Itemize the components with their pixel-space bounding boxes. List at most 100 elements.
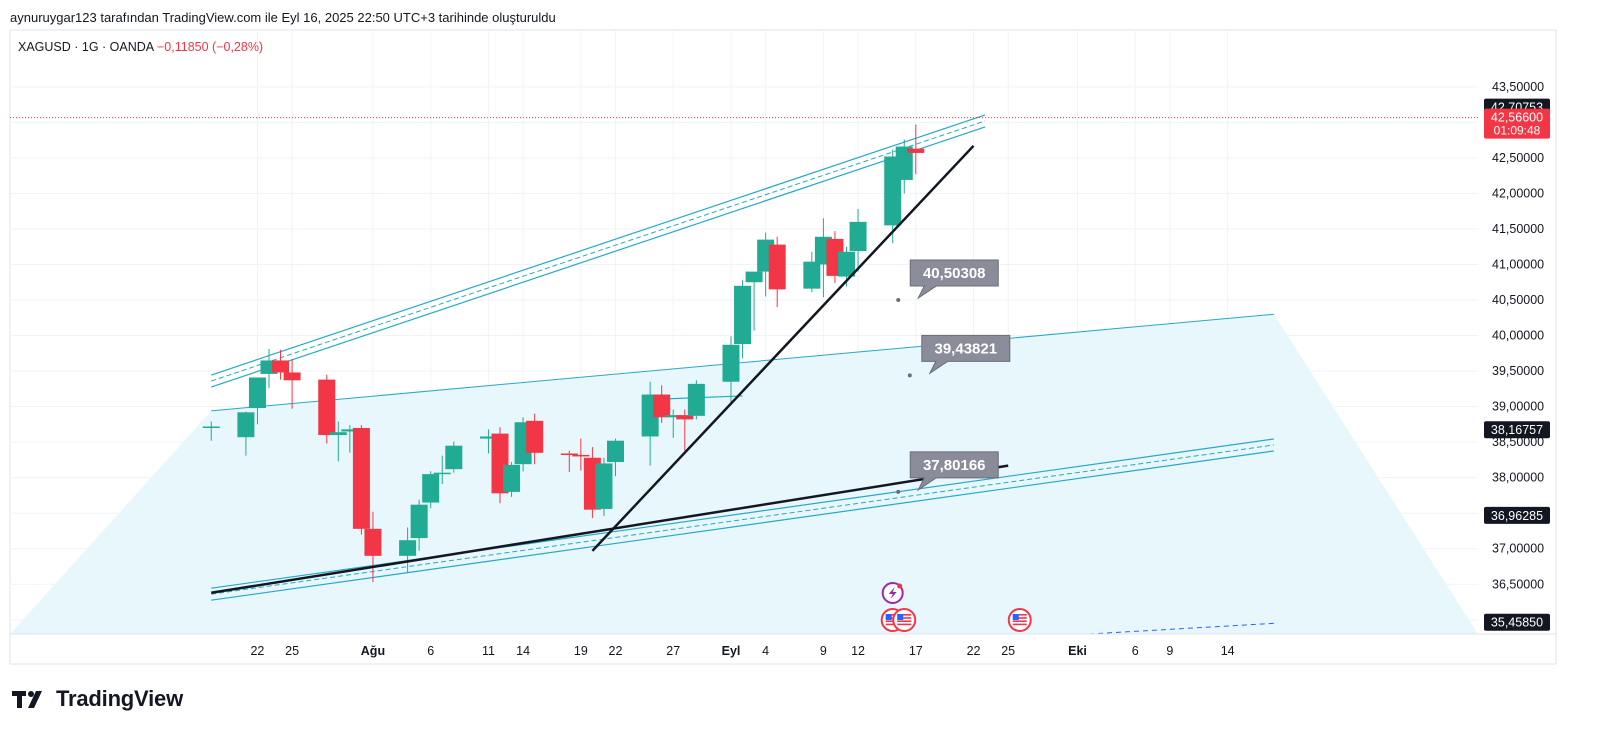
footer-logo[interactable]: TradingView	[12, 686, 183, 712]
candle[interactable]	[248, 377, 266, 425]
callout-bubble	[909, 451, 999, 492]
callout-anchor	[896, 298, 901, 303]
flag-stripe	[897, 623, 912, 626]
flag-stripe	[897, 617, 912, 619]
candle[interactable]	[687, 380, 705, 420]
candle[interactable]	[734, 280, 752, 359]
candle-body	[283, 372, 301, 381]
price-tag-countdown: 01:09:48	[1494, 124, 1541, 138]
candles[interactable]	[202, 124, 925, 583]
x-tick-label: Eyl	[722, 644, 741, 658]
candle-body	[664, 415, 682, 418]
candle-body	[479, 436, 497, 439]
candle[interactable]	[607, 438, 624, 477]
y-tick-label: 41,50000	[1492, 222, 1544, 236]
candle[interactable]	[849, 209, 867, 272]
candle[interactable]	[272, 349, 290, 380]
us-flag-icon[interactable]	[892, 608, 917, 632]
candle-body	[722, 344, 740, 382]
candle[interactable]	[745, 271, 763, 331]
candle[interactable]	[768, 236, 786, 308]
candle[interactable]	[364, 511, 382, 583]
candle[interactable]	[237, 411, 255, 456]
callout-label: 39,43821	[935, 340, 998, 357]
candle[interactable]	[560, 450, 578, 472]
price-tag[interactable]: 36,96285	[1484, 506, 1550, 524]
candle[interactable]	[433, 455, 451, 485]
y-tick-label: 43,50000	[1492, 80, 1544, 94]
callout-bubble	[921, 334, 1011, 375]
upper-channel-middle	[211, 120, 986, 382]
y-axis[interactable]: 36,0000036,5000037,0000037,5000038,00000…	[1484, 80, 1550, 631]
lightning-icon[interactable]	[881, 582, 904, 604]
candle-body	[318, 379, 336, 436]
price-tag[interactable]: 38,16757	[1484, 421, 1550, 439]
candle-body	[503, 464, 521, 492]
candle-body	[202, 426, 220, 429]
candle[interactable]	[895, 139, 913, 194]
candle-body	[595, 463, 613, 509]
candle[interactable]	[664, 409, 682, 438]
flag-stripe	[1012, 620, 1027, 622]
x-axis[interactable]: 22 25 Ağu 6 11 14 19 22 27 Eyl 4 9 12 17 22 25 Eki 6 9 14	[250, 644, 1234, 658]
symbol-label: XAGUSD · 1G · OANDA	[18, 40, 155, 54]
candle[interactable]	[479, 429, 497, 454]
callout-bubble	[909, 259, 999, 300]
candle[interactable]	[722, 336, 740, 404]
price-tag-label: 36,96285	[1491, 509, 1543, 523]
price-tag[interactable]: 35,45850	[1484, 613, 1550, 631]
y-tick-label: 39,00000	[1492, 400, 1544, 414]
candle[interactable]	[445, 441, 463, 473]
candle[interactable]	[595, 457, 613, 517]
candle[interactable]	[676, 409, 694, 451]
x-tick-label: 6	[427, 644, 434, 658]
candle[interactable]	[329, 421, 347, 462]
candle[interactable]	[526, 413, 544, 465]
candle[interactable]	[422, 471, 440, 509]
price-tag-box	[1484, 613, 1550, 631]
candle[interactable]	[202, 421, 220, 441]
candle[interactable]	[503, 462, 521, 497]
flag-stripe	[897, 620, 912, 622]
candle[interactable]	[399, 527, 417, 573]
flag-stripe	[1012, 617, 1027, 619]
candle[interactable]	[572, 438, 590, 471]
price-callout[interactable]: 39,43821	[907, 334, 1011, 378]
candle[interactable]	[803, 251, 821, 293]
lower-channel-middle	[211, 444, 1274, 595]
price-callout[interactable]: 40,50308	[896, 259, 999, 303]
flag-stripe	[1012, 614, 1027, 616]
candle[interactable]	[341, 425, 359, 453]
candle[interactable]	[318, 374, 336, 444]
plot-area[interactable]: 40,50308 39,43821 37,80166	[10, 114, 1478, 634]
candle-body	[364, 528, 382, 556]
x-tick-label: Eki	[1068, 644, 1087, 658]
upper-channel-outer	[211, 114, 986, 376]
x-tick-label: 6	[1132, 644, 1139, 658]
price-callout[interactable]: 37,80166	[896, 451, 999, 494]
candle[interactable]	[283, 359, 301, 409]
candle[interactable]	[907, 124, 925, 175]
upper-channel[interactable]	[211, 114, 986, 388]
candle-body	[676, 415, 694, 420]
candle-body	[399, 540, 417, 556]
callout-anchor	[907, 373, 912, 378]
us-flag-icon[interactable]	[1007, 608, 1032, 632]
callout-label: 40,50308	[923, 265, 986, 282]
lower-trendline[interactable]	[211, 464, 1009, 595]
x-tick-label: 14	[1221, 644, 1235, 658]
legend[interactable]: XAGUSD · 1G · OANDA −0,11850 (−0,28%)	[18, 40, 263, 54]
x-tick-label: 17	[909, 644, 923, 658]
candle[interactable]	[352, 425, 370, 535]
candle[interactable]	[410, 499, 428, 551]
y-tick-label: 39,50000	[1492, 364, 1544, 378]
price-change: −0,11850 (−0,28%)	[157, 40, 263, 54]
dashed-projection	[1089, 622, 1274, 634]
candle-body	[653, 394, 671, 418]
lightning-dot	[897, 583, 903, 589]
rising-trendline[interactable]	[591, 144, 975, 552]
candle-body	[768, 244, 786, 290]
candle[interactable]	[653, 385, 671, 423]
